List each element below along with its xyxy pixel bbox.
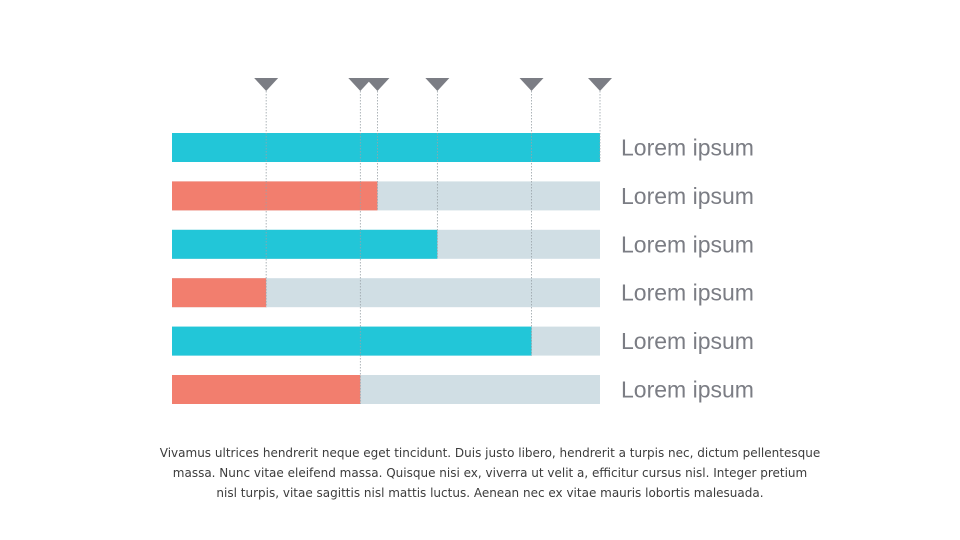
- bar: [172, 229, 438, 259]
- category-label: Lorem ipsum: [621, 183, 754, 209]
- triangle-marker-icon: [425, 78, 450, 91]
- triangle-marker-icon: [588, 78, 612, 91]
- caption-line: Vivamus ultrices hendrerit neque eget ti…: [159, 446, 821, 460]
- caption-line: nisl turpis, vitae sagittis nisl mattis …: [216, 486, 764, 500]
- triangle-marker-icon: [519, 78, 544, 91]
- caption-text: Vivamus ultrices hendrerit neque eget ti…: [150, 443, 830, 503]
- bar: [172, 326, 532, 356]
- category-label: Lorem ipsum: [621, 231, 754, 257]
- category-label: Lorem ipsum: [621, 377, 754, 403]
- category-label: Lorem ipsum: [621, 135, 754, 161]
- triangle-marker-icon: [348, 78, 373, 91]
- bar: [172, 375, 361, 404]
- triangle-marker-icon: [254, 78, 279, 91]
- triangle-marker-icon: [365, 78, 390, 91]
- bar: [172, 181, 378, 211]
- category-label: Lorem ipsum: [621, 328, 754, 354]
- bar: [172, 278, 267, 308]
- caption-line: massa. Nunc vitae eleifend massa. Quisqu…: [172, 466, 808, 480]
- bar: [172, 133, 600, 162]
- category-label: Lorem ipsum: [621, 280, 754, 306]
